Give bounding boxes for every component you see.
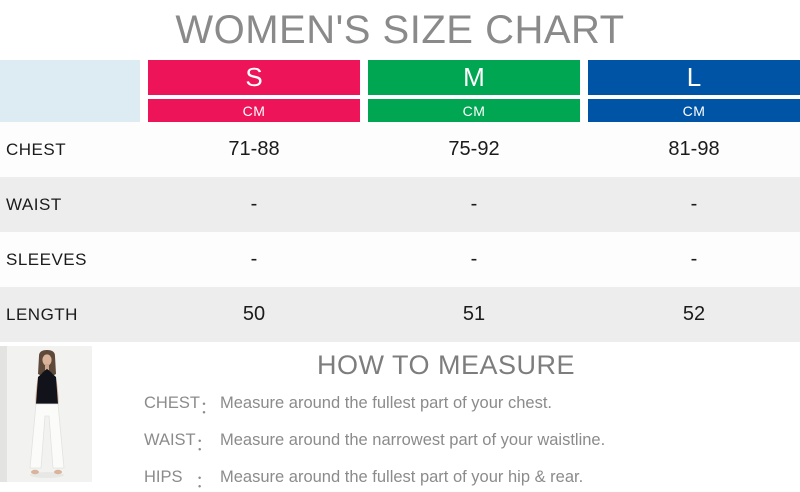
table-row-length: LENGTH 50 51 52 (0, 287, 800, 342)
instruction-label-chest: CHEST： (144, 394, 216, 418)
column-header-s: S CM (148, 60, 360, 122)
value-waist-m: - (470, 193, 478, 215)
size-chart-page: WOMEN'S SIZE CHART S CM M CM L CM CHEST … (0, 7, 800, 491)
table-header-row: S CM M CM L CM (0, 60, 800, 122)
measure-instruction-hips: HIPS ： Measure around the fullest part of… (144, 468, 800, 492)
row-label-sleeves: SLEEVES (6, 249, 87, 269)
column-header-l: L CM (588, 60, 800, 122)
instruction-text-chest: Measure around the fullest part of your … (220, 394, 553, 412)
table-row-waist: WAIST - - - (0, 177, 800, 232)
row-label-waist: WAIST (6, 194, 62, 214)
instruction-colon: ： (195, 436, 213, 454)
page-title: WOMEN'S SIZE CHART (175, 7, 625, 52)
value-chest-m: 75-92 (448, 138, 500, 160)
instruction-label-waist: WAIST： (144, 431, 212, 455)
instruction-colon: ： (199, 399, 217, 417)
how-to-measure-section: HOW TO MEASURE CHEST： Measure around the… (0, 342, 800, 491)
value-chest-s: 71-88 (228, 138, 280, 160)
size-header-s: S (148, 60, 360, 95)
column-header-m: M CM (368, 60, 580, 122)
row-label-length: LENGTH (6, 304, 78, 324)
unit-header-s: CM (148, 99, 360, 122)
value-sleeves-m: - (470, 248, 478, 270)
measure-instruction-chest: CHEST： Measure around the fullest part o… (144, 394, 800, 418)
value-sleeves-l: - (690, 248, 698, 270)
unit-header-m: CM (368, 99, 580, 122)
table-row-sleeves: SLEEVES - - - (0, 232, 800, 287)
header-divider (368, 95, 580, 99)
value-waist-s: - (250, 193, 258, 215)
header-divider (588, 95, 800, 99)
how-to-measure-heading: HOW TO MEASURE (316, 350, 576, 380)
model-photo (0, 346, 92, 482)
row-label-chest: CHEST (6, 139, 67, 159)
instruction-colon: ： (195, 473, 213, 491)
size-header-m: M (368, 60, 580, 95)
value-sleeves-s: - (250, 248, 258, 270)
measure-instruction-waist: WAIST： Measure around the narrowest part… (144, 431, 800, 455)
instruction-text-hips: Measure around the fullest part of your … (220, 468, 584, 486)
value-chest-l: 81-98 (668, 138, 720, 160)
instruction-label-text: WAIST (144, 431, 196, 449)
corner-cell (0, 60, 140, 122)
size-header-l: L (588, 60, 800, 95)
woman-model-illustration (0, 346, 92, 482)
instruction-label-hips: HIPS ： (144, 468, 212, 492)
value-length-l: 52 (682, 303, 706, 325)
value-length-m: 51 (462, 303, 486, 325)
size-chart-table: S CM M CM L CM CHEST 71-88 75-92 81-98 W… (0, 60, 800, 342)
table-row-chest: CHEST 71-88 75-92 81-98 (0, 122, 800, 177)
value-length-s: 50 (242, 303, 266, 325)
header-divider (148, 95, 360, 99)
instruction-text-waist: Measure around the narrowest part of you… (220, 431, 606, 449)
instruction-label-text: HIPS (144, 468, 183, 486)
instruction-label-text: CHEST (144, 394, 200, 412)
unit-header-l: CM (588, 99, 800, 122)
measure-instructions: HOW TO MEASURE CHEST： Measure around the… (92, 342, 800, 491)
value-waist-l: - (690, 193, 698, 215)
